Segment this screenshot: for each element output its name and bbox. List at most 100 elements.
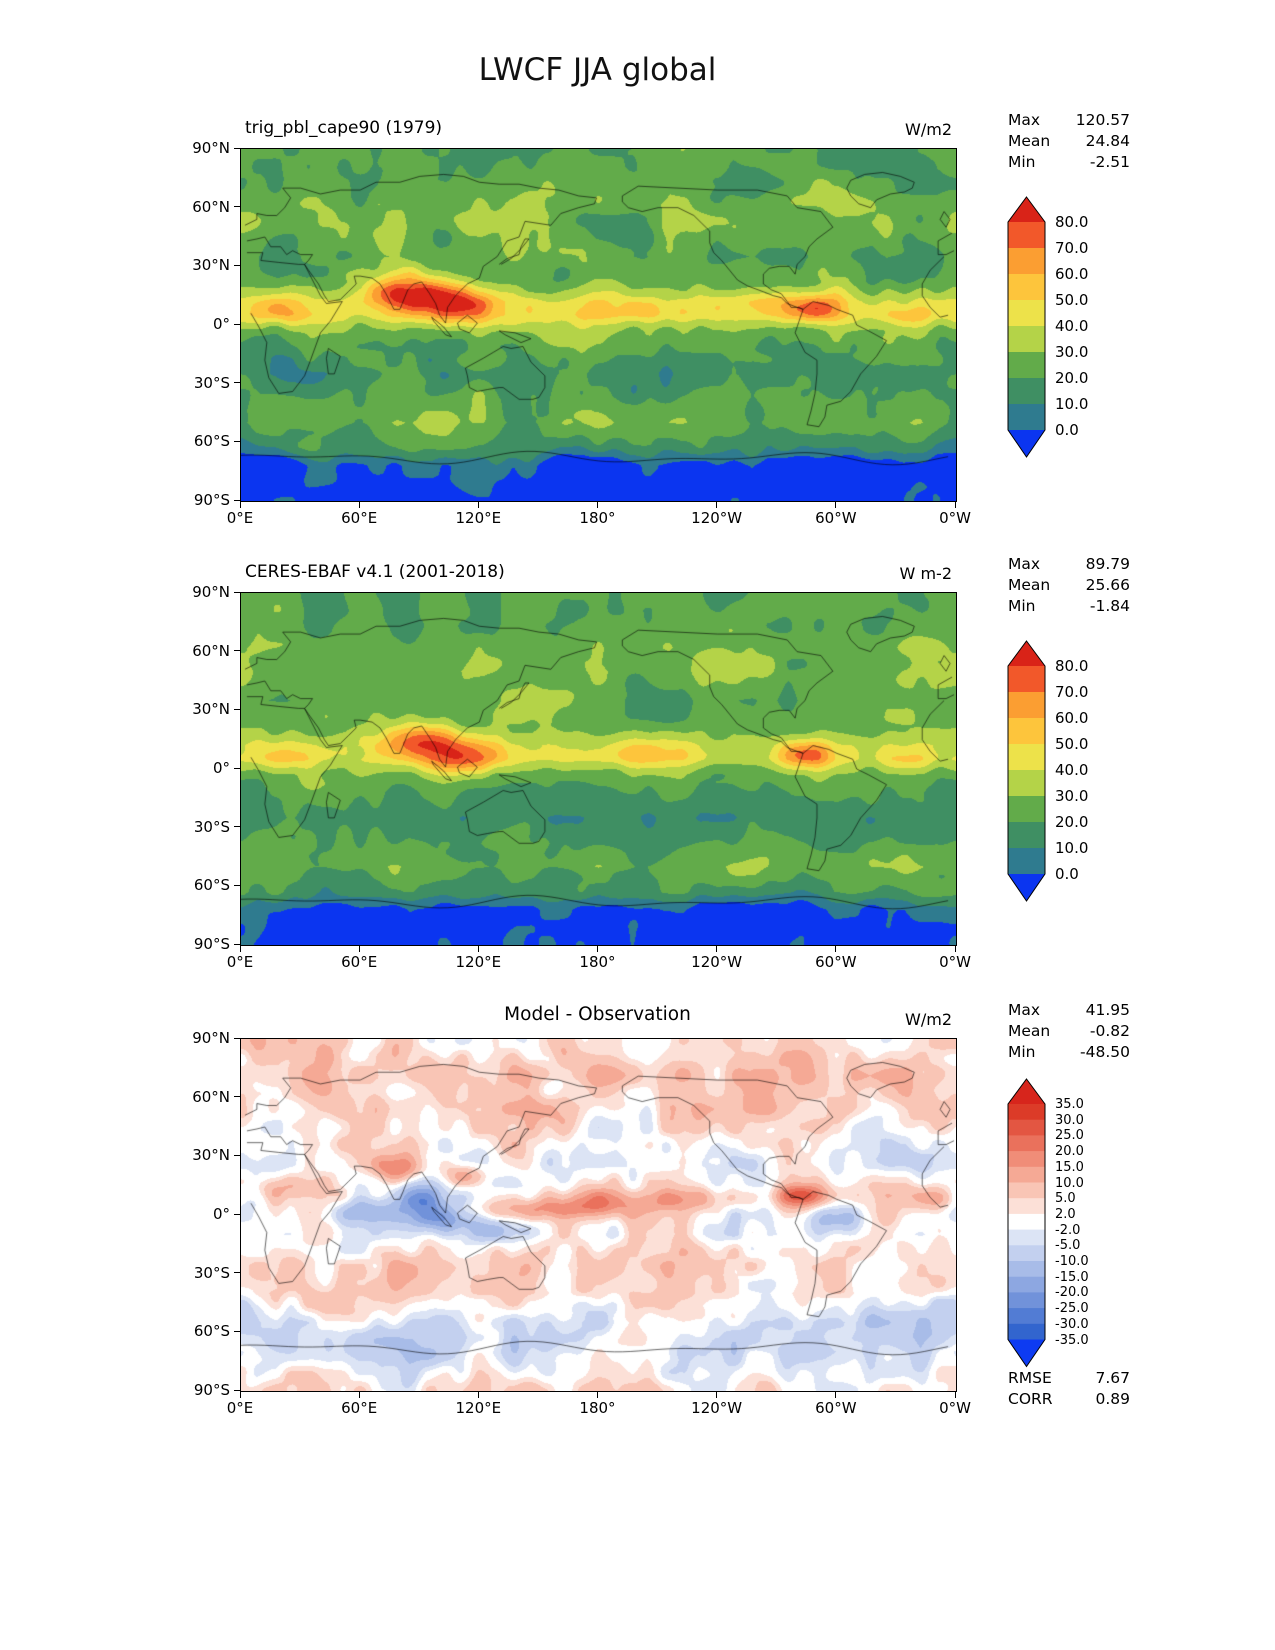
axis-tick <box>835 1392 837 1398</box>
colorbar-outline <box>1007 640 1046 902</box>
axis-tick <box>234 1096 240 1098</box>
stat-value: 120.57 <box>1075 111 1130 129</box>
colorbar-extend-arrow <box>1008 197 1045 222</box>
colorbar-segment <box>1008 1198 1045 1215</box>
axis-tick <box>234 1037 240 1039</box>
lon-tick-label: 0°E <box>226 509 254 527</box>
lat-tick-label: 30°S <box>193 817 230 836</box>
colorbar-segment <box>1008 1229 1045 1246</box>
axis-tick <box>234 147 240 149</box>
axis-tick <box>234 943 240 945</box>
panel-difference-title: Model - Observation <box>504 1004 691 1025</box>
map-difference <box>240 1038 957 1392</box>
stat-label: Max <box>1008 111 1041 129</box>
colorbar-tick-label: -10.0 <box>1055 1254 1089 1269</box>
stat-label: Mean <box>1008 576 1051 594</box>
stat-label: CORR <box>1008 1390 1053 1408</box>
colorbar-segment <box>1008 1261 1045 1278</box>
colorbar-tick-label: 60.0 <box>1055 265 1089 283</box>
stat-label: Max <box>1008 1001 1041 1019</box>
stat-mean: Mean 24.84 <box>1008 131 1130 152</box>
colorbar-segment <box>1008 404 1045 431</box>
colorbar-extend-arrow <box>1008 430 1045 457</box>
axis-tick <box>358 946 360 952</box>
axis-tick <box>234 767 240 769</box>
lon-tick-label: 0°W <box>939 1399 971 1417</box>
colorbar-extend-arrow <box>1008 1079 1045 1104</box>
axis-tick <box>234 650 240 652</box>
stat-value: -0.82 <box>1089 1022 1130 1040</box>
colorbar-tick-label: 15.0 <box>1055 1159 1084 1175</box>
stat-corr: CORR 0.89 <box>1008 1389 1130 1410</box>
stat-label: Mean <box>1008 132 1051 150</box>
lat-tick-label: 90°S <box>193 491 230 509</box>
colorbar-tick-label: -2.0 <box>1055 1222 1081 1238</box>
panel-observation-unit: W m-2 <box>899 564 952 583</box>
stat-label: Min <box>1008 597 1036 615</box>
figure-title: LWCF JJA global <box>478 52 717 88</box>
axis-tick <box>234 499 240 501</box>
lat-tick-label: 60°N <box>192 1087 230 1106</box>
axis-tick <box>234 1272 240 1274</box>
map-difference-canvas <box>241 1039 956 1391</box>
lat-tick-label: 90°N <box>192 1029 230 1047</box>
axis-tick <box>234 382 240 384</box>
stat-min: Min -1.84 <box>1008 596 1130 617</box>
colorbar-segment <box>1008 822 1045 849</box>
error-stats: RMSE 7.67 CORR 0.89 <box>1008 1368 1130 1410</box>
stat-rmse: RMSE 7.67 <box>1008 1368 1130 1389</box>
colorbar-segment <box>1008 1182 1045 1199</box>
lon-tick-label: 120°E <box>455 953 502 971</box>
stat-label: Min <box>1008 153 1036 171</box>
lon-tick-label: 60°W <box>815 1399 857 1417</box>
colorbar-segment <box>1008 300 1045 327</box>
colorbar-segment <box>1008 848 1045 875</box>
stat-mean: Mean -0.82 <box>1008 1021 1130 1042</box>
colorbar-extend-arrow <box>1008 641 1045 666</box>
panel-difference: Model - Observation W/m2 Max 41.95 Mean … <box>0 1000 1275 1470</box>
axis-tick <box>716 502 718 508</box>
colorbar-segment <box>1008 666 1045 693</box>
axis-tick <box>477 1392 479 1398</box>
stat-max: Max 120.57 <box>1008 110 1130 131</box>
lat-tick-label: 30°N <box>192 700 230 719</box>
lon-tick-label: 0°E <box>226 1399 254 1417</box>
map-model-canvas <box>241 149 956 501</box>
stat-min: Min -2.51 <box>1008 152 1130 173</box>
map-observation-canvas <box>241 593 956 945</box>
axis-tick <box>234 1213 240 1215</box>
colorbar-tick-label: 35.0 <box>1055 1097 1084 1112</box>
colorbar-tick-label: 10.0 <box>1055 395 1089 413</box>
lat-tick-label: 90°S <box>193 935 230 953</box>
colorbar-tick-label: 30.0 <box>1055 1112 1084 1128</box>
lon-tick-label: 60°E <box>341 1399 378 1417</box>
colorbar-segment <box>1008 222 1045 249</box>
axis-tick <box>239 946 241 952</box>
colorbar-tick-label: -30.0 <box>1055 1316 1089 1332</box>
stat-value: -1.84 <box>1089 597 1130 615</box>
axis-tick <box>234 1154 240 1156</box>
colorbar-segment <box>1008 326 1045 353</box>
stat-label: Min <box>1008 1043 1036 1061</box>
lat-tick-label: 60°N <box>192 641 230 660</box>
axis-tick <box>835 502 837 508</box>
colorbar-segment <box>1008 1104 1045 1121</box>
panel-observation-stats: Max 89.79 Mean 25.66 Min -1.84 <box>1008 554 1130 617</box>
colorbar-tick-label: 70.0 <box>1055 239 1089 257</box>
stat-value: 89.79 <box>1085 555 1130 573</box>
lon-tick-label: 120°E <box>455 509 502 527</box>
map-observation <box>240 592 957 946</box>
colorbar-segment <box>1008 1119 1045 1136</box>
panel-difference-unit: W/m2 <box>905 1010 952 1029</box>
colorbar-tick-label: 10.0 <box>1055 839 1089 857</box>
axis-tick <box>954 502 956 508</box>
panel-model-title: trig_pbl_cape90 (1979) <box>245 118 443 138</box>
axis-tick <box>597 502 598 508</box>
lon-tick-label: 0°E <box>226 953 254 971</box>
stat-value: 24.84 <box>1085 132 1130 150</box>
colorbar <box>1007 1078 1046 1368</box>
panel-observation-title: CERES-EBAF v4.1 (2001-2018) <box>245 562 505 582</box>
lat-tick-label: 90°N <box>192 583 230 601</box>
axis-tick <box>716 946 718 952</box>
